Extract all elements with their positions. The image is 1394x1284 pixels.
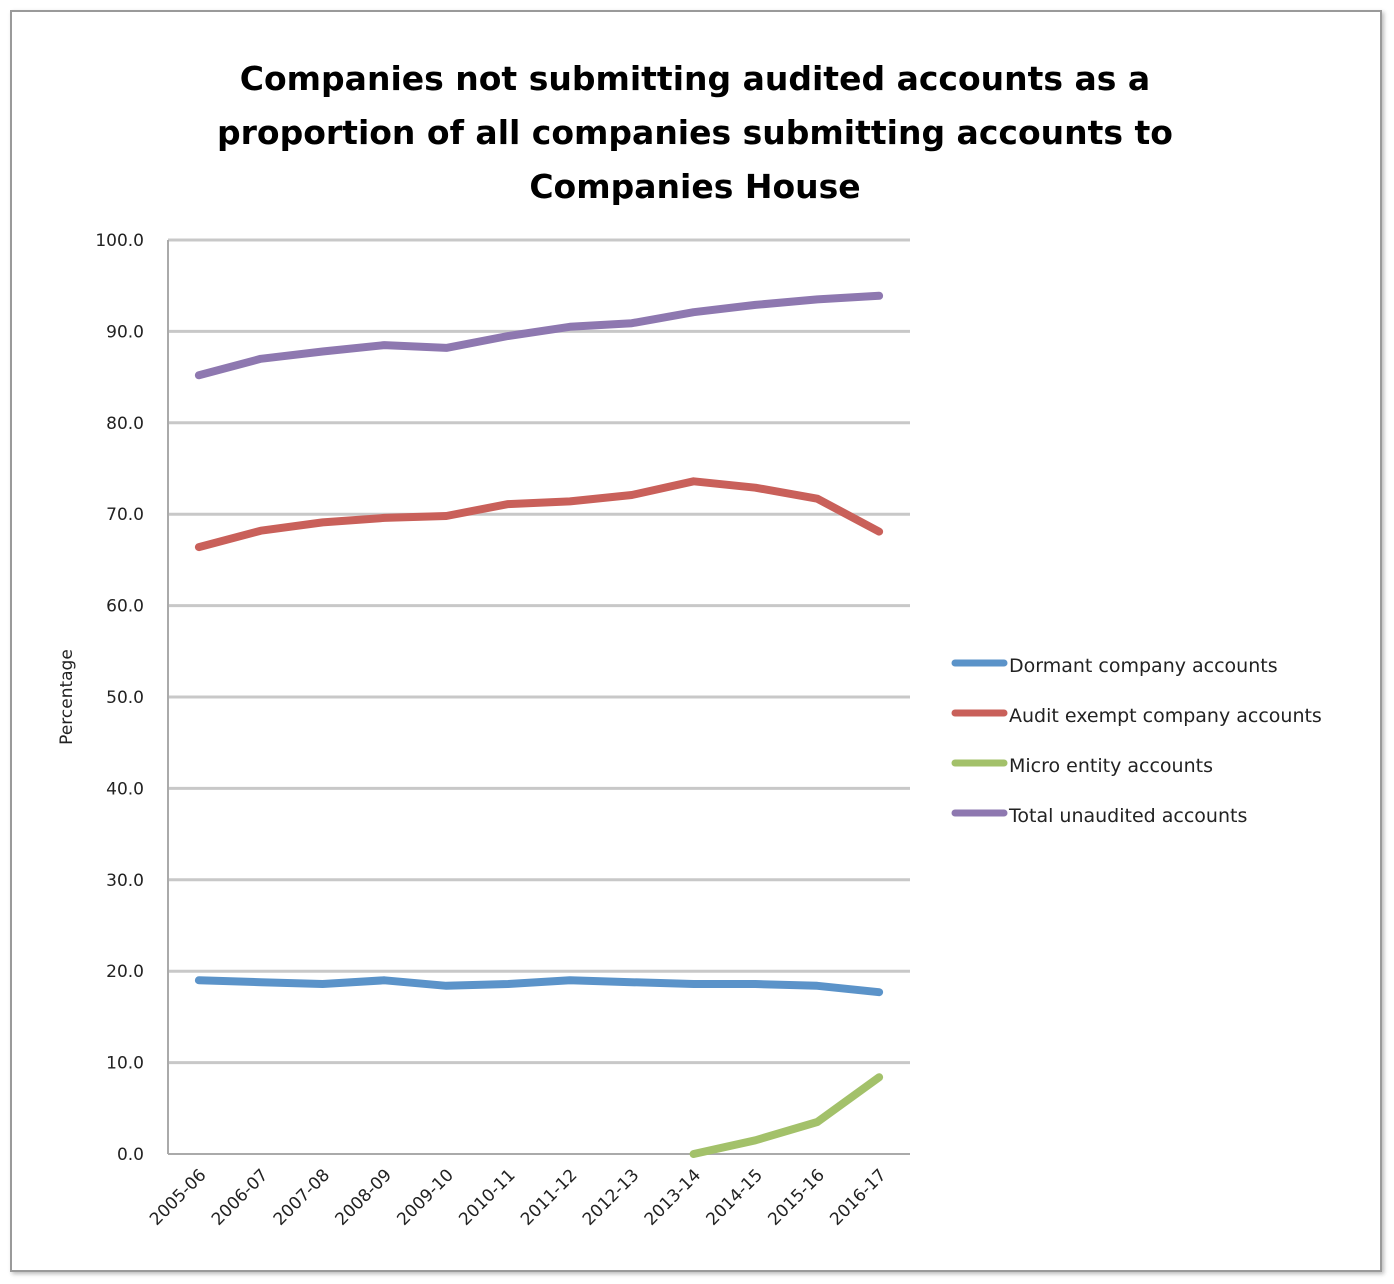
y-tick-label: 20.0	[106, 962, 144, 982]
x-tick-label: 2006-07	[208, 1165, 272, 1229]
y-tick-label: 10.0	[106, 1054, 144, 1074]
x-tick-label: 2015-16	[764, 1165, 828, 1229]
y-tick-label: 30.0	[106, 871, 144, 891]
x-tick-label: 2010-11	[455, 1165, 519, 1229]
x-tick-label: 2005-06	[146, 1165, 210, 1229]
series-line-2	[689, 1073, 884, 1158]
legend-label: Dormant company accounts	[1009, 655, 1278, 677]
x-tick-label: 2014-15	[703, 1165, 767, 1229]
x-tick-label: 2008-09	[332, 1165, 396, 1229]
y-tick-label: 70.0	[106, 505, 144, 525]
y-axis-label: Percentage	[57, 649, 77, 745]
y-tick-label: 40.0	[106, 779, 144, 799]
x-tick-label: 2013-14	[641, 1165, 705, 1229]
series-line-1	[194, 477, 884, 552]
legend-label: Micro entity accounts	[1009, 755, 1213, 777]
legend-label: Total unaudited accounts	[1008, 805, 1247, 827]
series-line-3	[194, 291, 884, 380]
x-tick-label: 2016-17	[826, 1165, 890, 1229]
x-tick-label: 2011-12	[517, 1165, 581, 1229]
series-line-0	[194, 976, 884, 997]
y-tick-label: 60.0	[106, 597, 144, 617]
y-tick-label: 50.0	[106, 688, 144, 708]
legend-label: Audit exempt company accounts	[1009, 705, 1322, 727]
y-tick-label: 90.0	[106, 322, 144, 342]
chart-title: Companies not submitting audited account…	[217, 59, 1173, 206]
y-tick-label: 0.0	[117, 1145, 144, 1165]
y-tick-label: 80.0	[106, 414, 144, 434]
y-tick-label: 100.0	[95, 231, 144, 251]
x-tick-label: 2012-13	[579, 1165, 643, 1229]
x-tick-label: 2007-08	[270, 1165, 334, 1229]
x-tick-label: 2009-10	[393, 1165, 457, 1229]
